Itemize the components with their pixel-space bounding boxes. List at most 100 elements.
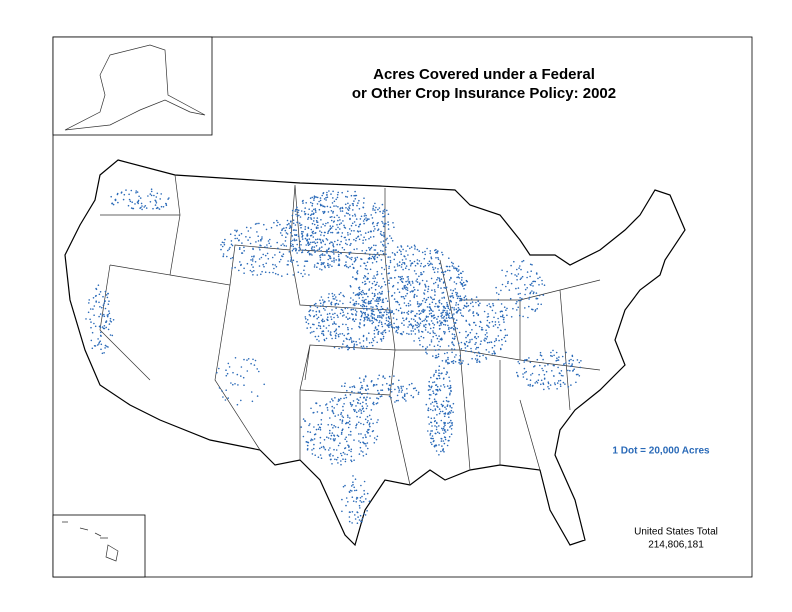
dot <box>570 384 572 386</box>
dot <box>463 299 466 301</box>
dot <box>475 337 478 340</box>
dot <box>374 228 376 230</box>
dot <box>365 282 367 285</box>
dot <box>570 358 572 361</box>
dot <box>467 304 470 307</box>
dot <box>542 358 544 361</box>
dot <box>558 356 560 358</box>
dot <box>293 229 296 231</box>
dot <box>346 453 349 456</box>
dot <box>452 362 455 365</box>
dot <box>403 324 405 326</box>
dot <box>495 339 498 342</box>
dot <box>522 315 524 318</box>
dot <box>453 328 455 331</box>
title-line: Acres Covered under a Federal <box>373 66 595 83</box>
dot <box>400 332 403 335</box>
dot <box>455 308 458 311</box>
dot <box>376 307 379 310</box>
dot <box>346 196 349 198</box>
dot <box>342 311 345 314</box>
dot <box>286 273 289 276</box>
dot <box>442 429 444 431</box>
dot <box>370 287 373 289</box>
dot <box>363 396 365 399</box>
dot <box>356 511 359 513</box>
dot <box>419 322 422 325</box>
dot <box>329 438 332 440</box>
dot <box>358 238 361 241</box>
dot <box>483 310 486 313</box>
dot <box>438 425 440 427</box>
dot <box>246 262 249 265</box>
dot <box>456 295 458 297</box>
dot <box>306 444 309 447</box>
dot <box>104 300 106 303</box>
dot <box>341 207 344 210</box>
dot <box>364 252 367 254</box>
dot <box>328 190 330 192</box>
dot <box>436 321 439 323</box>
dot <box>266 246 268 249</box>
dot <box>406 311 408 314</box>
dot <box>465 302 468 304</box>
dot <box>332 225 334 228</box>
dot <box>435 371 437 374</box>
dot <box>333 253 335 255</box>
dot <box>295 213 297 216</box>
dot <box>307 218 309 220</box>
dot <box>437 258 440 261</box>
total-value: 214,806,181 <box>648 540 704 551</box>
dot <box>229 233 232 235</box>
dot <box>424 318 427 320</box>
dot <box>277 247 279 250</box>
dot <box>369 268 372 271</box>
dot <box>375 244 377 247</box>
dot <box>362 500 365 503</box>
dot <box>349 233 352 235</box>
dot <box>281 229 283 232</box>
dot <box>350 338 352 340</box>
dot <box>91 347 94 350</box>
dot <box>347 212 349 215</box>
dot <box>344 382 346 385</box>
dot <box>454 288 457 290</box>
dot <box>448 416 450 419</box>
dot <box>440 287 442 289</box>
dot <box>112 203 115 206</box>
dot <box>137 202 139 205</box>
dot <box>228 248 230 250</box>
dot <box>441 322 443 324</box>
dot <box>348 214 351 216</box>
dot <box>337 191 340 194</box>
dot <box>368 237 370 240</box>
dot <box>363 442 366 445</box>
dot <box>393 375 395 377</box>
dot <box>376 270 379 273</box>
dot <box>350 224 353 227</box>
dot <box>349 251 352 254</box>
dot <box>372 230 375 232</box>
dot <box>377 309 380 312</box>
dot <box>302 231 304 233</box>
dot <box>529 292 531 295</box>
dot <box>247 239 249 241</box>
dot <box>389 277 392 279</box>
dot <box>298 249 300 252</box>
dot <box>93 305 96 307</box>
dot <box>381 314 384 316</box>
dot <box>535 380 538 383</box>
dot <box>443 415 446 418</box>
dot <box>345 396 348 399</box>
dot <box>495 292 498 294</box>
dot <box>302 249 304 251</box>
dot <box>438 369 440 372</box>
dot <box>322 192 325 194</box>
dot <box>331 398 333 400</box>
dot <box>360 410 363 412</box>
dot <box>517 293 520 295</box>
dot <box>406 292 409 295</box>
dot <box>439 345 442 348</box>
dot <box>366 492 369 495</box>
dot <box>541 279 543 282</box>
